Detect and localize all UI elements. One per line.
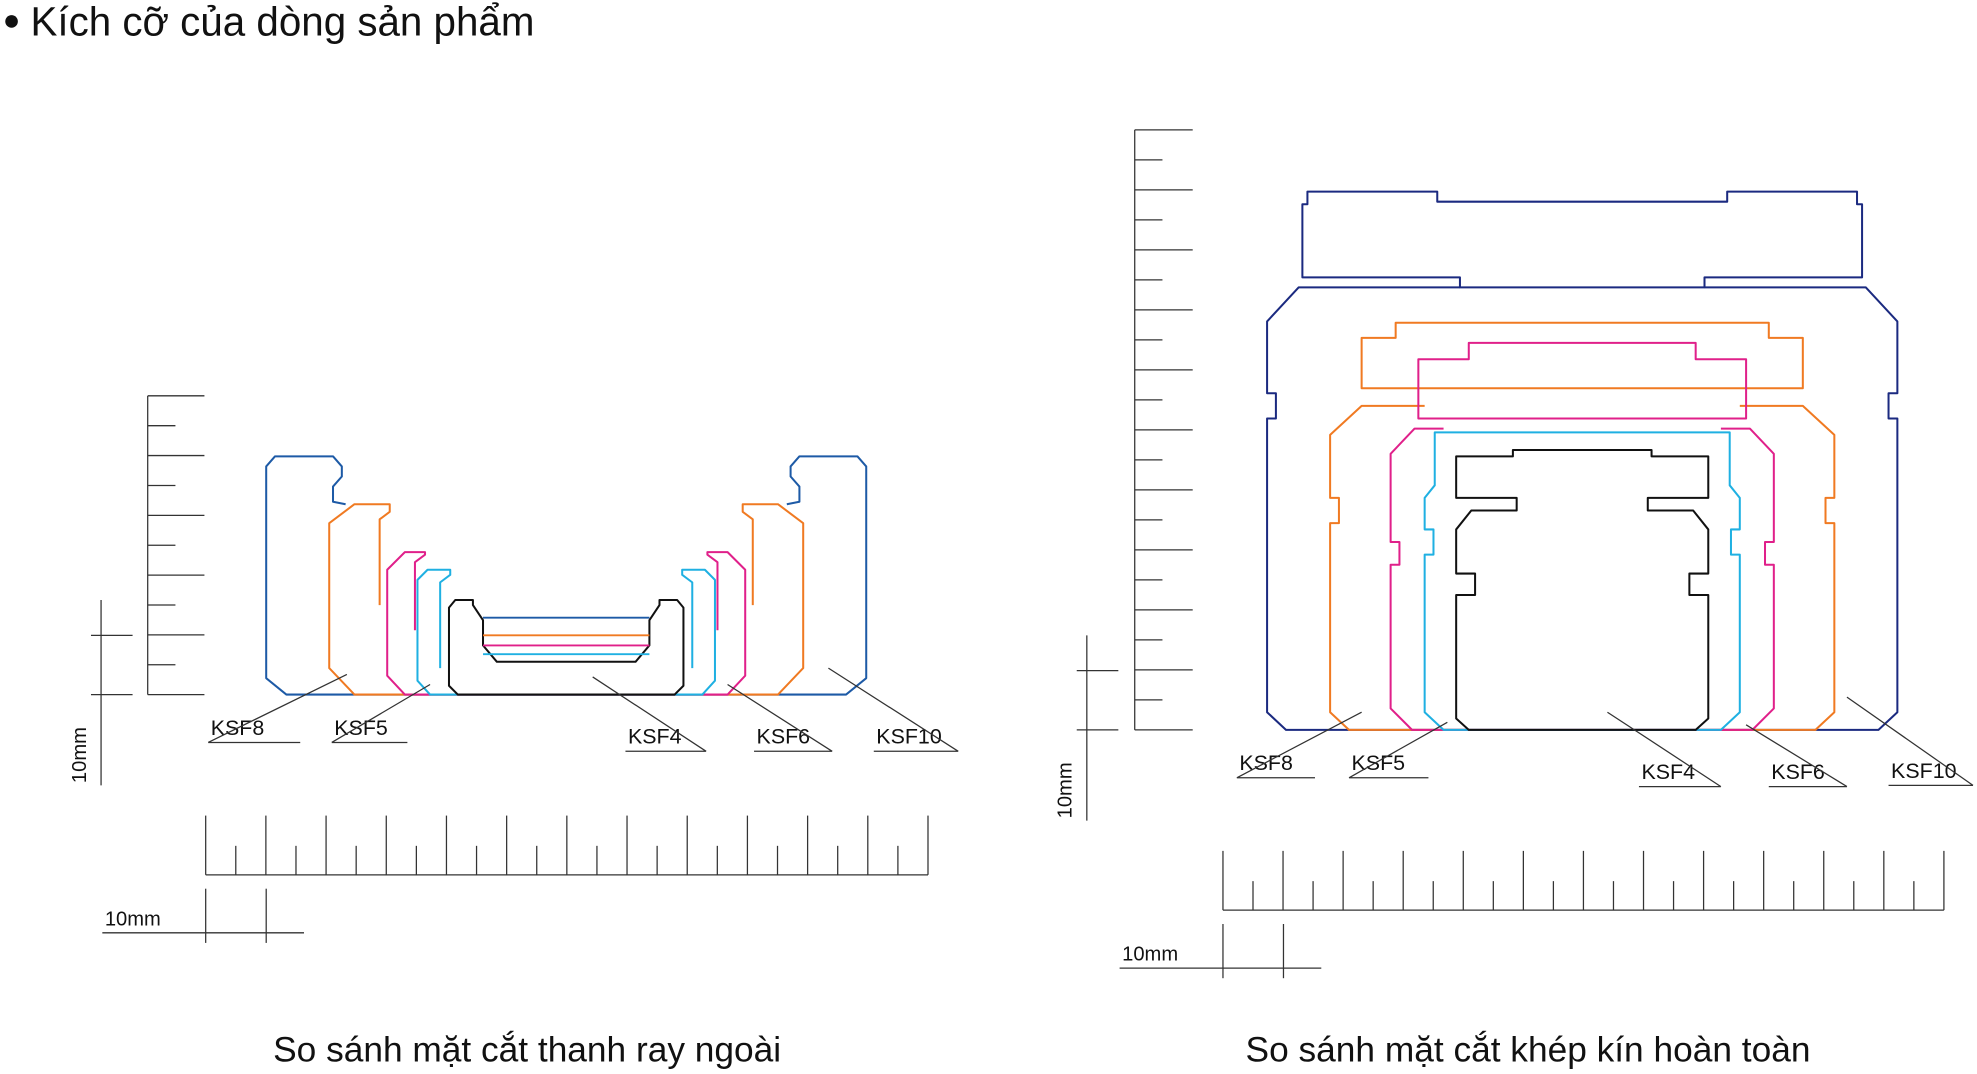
part-label: KSF10: [876, 725, 942, 749]
leader-line: [592, 676, 707, 752]
profile-ksf4: [1455, 449, 1710, 731]
leader-line: [1236, 711, 1362, 779]
profile-ksf4: [447, 599, 685, 696]
profile-ksf10-cap: [1301, 190, 1864, 289]
caption: So sánh mặt cắt thanh ray ngoài: [273, 1030, 781, 1069]
profile-ksf8: [328, 503, 805, 696]
page-title: Kích cỡ của dòng sản phẩm: [30, 0, 534, 44]
scale-label: 10mm: [105, 908, 161, 930]
scale-label: 10mm: [1055, 762, 1077, 818]
leader-line: [1607, 711, 1722, 788]
part-label: KSF6: [1771, 760, 1825, 784]
scale-label: 10mm: [1122, 944, 1178, 966]
profile-ksf5: [416, 568, 716, 696]
part-label: KSF10: [1891, 759, 1957, 783]
leader-line: [1348, 721, 1448, 779]
leader-line: [727, 683, 833, 752]
leader-line: [1745, 724, 1848, 788]
caption: So sánh mặt cắt khép kín hoàn toàn: [1246, 1030, 1811, 1069]
leader-line: [207, 673, 348, 744]
part-label: KSF6: [757, 725, 811, 749]
part-label: KSF4: [1641, 760, 1695, 784]
profile-ksf6: [1389, 427, 1775, 731]
part-label: KSF4: [628, 725, 682, 749]
profile-ksf6-cap: [1417, 341, 1748, 420]
profile-ksf8-cap: [1360, 321, 1804, 390]
profile-ksf8: [1329, 404, 1836, 731]
profile-ksf10: [265, 455, 868, 696]
bullet: [5, 15, 18, 28]
scale-label: 10mm: [69, 727, 91, 783]
leader-line: [331, 683, 431, 744]
leader-line: [1846, 696, 1974, 786]
leader-line: [828, 667, 959, 752]
profile-ksf5: [1423, 431, 1741, 731]
